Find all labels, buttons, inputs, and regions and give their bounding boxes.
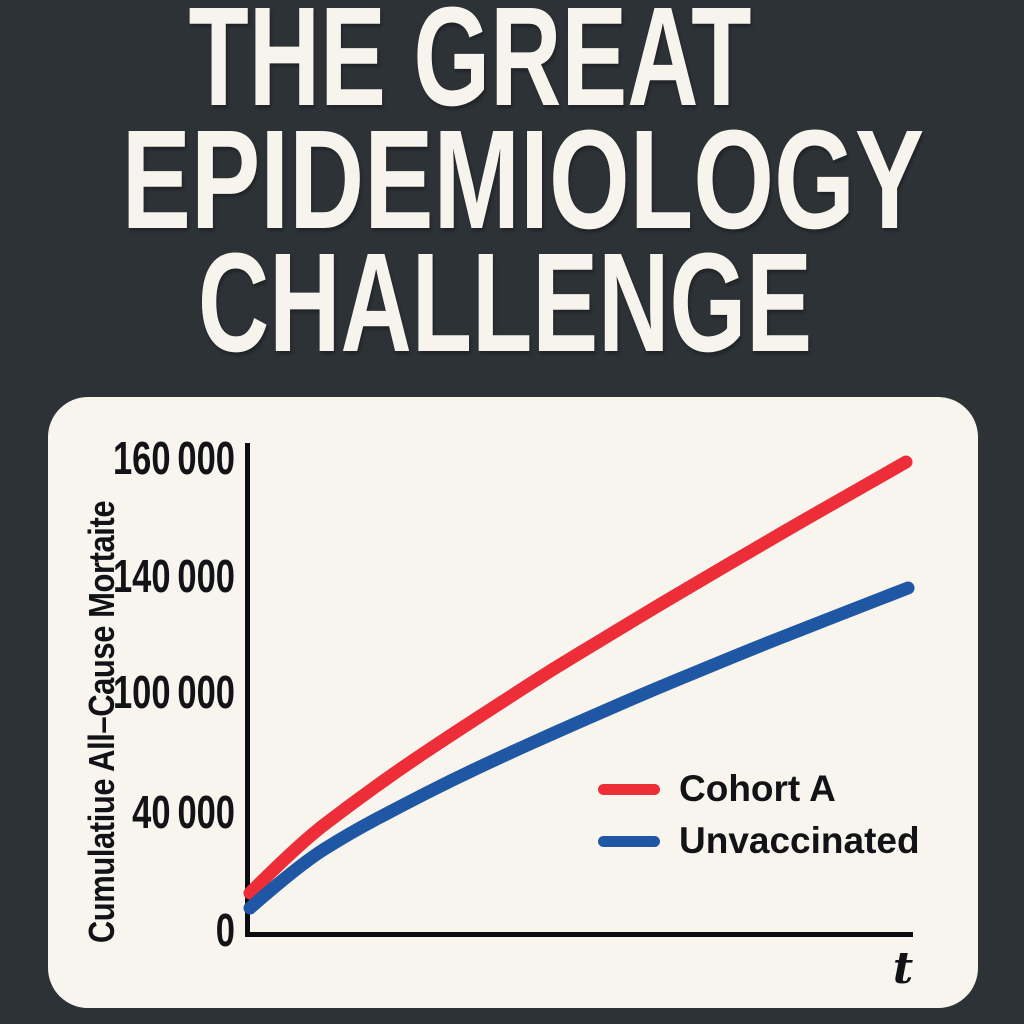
y-tick-label-140000: 140 000 [112,550,235,602]
y-tick-label-160000: 160 000 [112,432,235,484]
legend-swatch-cohort-a [598,783,660,795]
y-tick-label-0: 0 [215,904,235,956]
chart-card: Cumulatiue All–Cause Mortaite 160 000 14… [48,397,978,1008]
legend-label-unvaccinated: Unvaccinated [679,820,920,861]
y-tick-label-40000: 40 000 [132,786,235,838]
legend-label-cohort-a: Cohort A [679,768,836,809]
title-line-3: CHALLENGE [197,223,813,381]
legend-entry-unvaccinated: Unvaccinated [598,820,920,862]
legend-swatch-unvaccinated [598,835,660,847]
poster-title: THE GREAT EPIDEMIOLOGY CHALLENGE [0,0,1024,381]
title-line-1: THE GREAT [188,0,752,135]
x-axis-line [245,932,913,937]
y-axis-line [245,443,250,935]
y-tick-label-100000: 100 000 [112,666,235,718]
legend-entry-cohort-a: Cohort A [598,768,836,810]
title-line-2: EPIDEMIOLOGY [121,100,925,258]
x-axis-label: t [892,943,914,994]
